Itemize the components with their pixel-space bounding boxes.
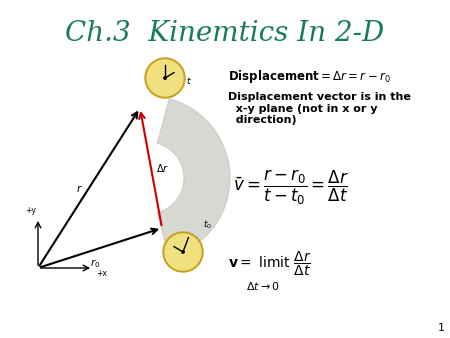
Text: +y: +y — [25, 206, 36, 215]
Text: Ch.3  Kinemtics In 2-D: Ch.3 Kinemtics In 2-D — [65, 20, 385, 47]
Text: Displacement vector is in the
  x-y plane (not in x or y
  direction): Displacement vector is in the x-y plane … — [228, 92, 411, 125]
Circle shape — [164, 77, 166, 79]
Circle shape — [165, 234, 201, 270]
Wedge shape — [158, 99, 230, 257]
Text: +x: +x — [96, 269, 107, 278]
Text: $\Delta t \rightarrow 0$: $\Delta t \rightarrow 0$ — [246, 280, 280, 292]
Circle shape — [147, 60, 183, 96]
Text: $r_0$: $r_0$ — [90, 257, 100, 270]
Text: $\mathbf{Displacement}$$ = \Delta r = r - r_0$: $\mathbf{Displacement}$$ = \Delta r = r … — [228, 68, 391, 85]
Circle shape — [182, 251, 184, 253]
Circle shape — [145, 58, 185, 98]
Text: $\Delta r$: $\Delta r$ — [156, 162, 169, 174]
Text: $t_0$: $t_0$ — [203, 218, 212, 231]
Text: $t$: $t$ — [186, 74, 192, 86]
Text: $\bar{v} = \dfrac{r - r_0}{t - t_0} = \dfrac{\Delta r}{\Delta t}$: $\bar{v} = \dfrac{r - r_0}{t - t_0} = \d… — [233, 168, 349, 207]
Text: 1: 1 — [438, 323, 445, 333]
Text: $\mathbf{v} = \ \mathrm{limit} \ \dfrac{\Delta r}{\Delta t}$: $\mathbf{v} = \ \mathrm{limit} \ \dfrac{… — [228, 250, 311, 278]
Text: $r$: $r$ — [76, 183, 83, 193]
Circle shape — [163, 232, 203, 272]
